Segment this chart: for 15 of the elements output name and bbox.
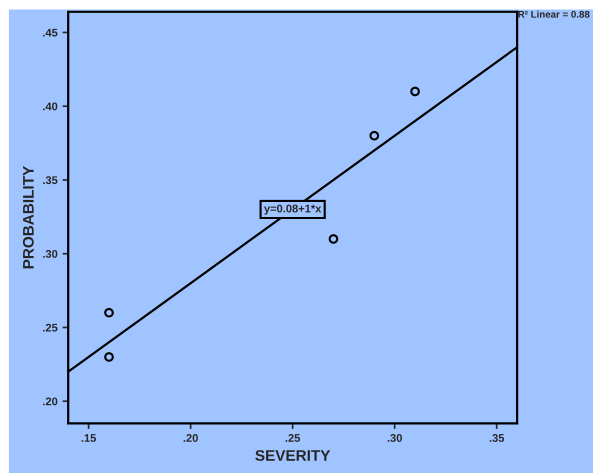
y-tick-label: .45 [43,28,58,37]
x-tick-label: .20 [184,434,198,442]
x-tick-label: .15 [82,434,96,442]
annotation: y=0.08+1*x [264,204,322,215]
x-tick-label: .35 [490,434,504,442]
text: R² Linear = 0.88 [518,10,590,18]
y-axis-title: PROBABILITY [22,166,34,268]
x-tick-label: .25 [286,434,300,442]
y-tick-label: .20 [43,397,58,406]
x-tick-label: .30 [388,434,402,442]
x-axis-title: SEVERITY [255,450,330,461]
y-tick-label: .40 [43,102,58,110]
y-tick-label: .30 [43,250,58,258]
y-tick-label: .25 [43,324,58,332]
y-tick-label: .35 [43,176,58,184]
